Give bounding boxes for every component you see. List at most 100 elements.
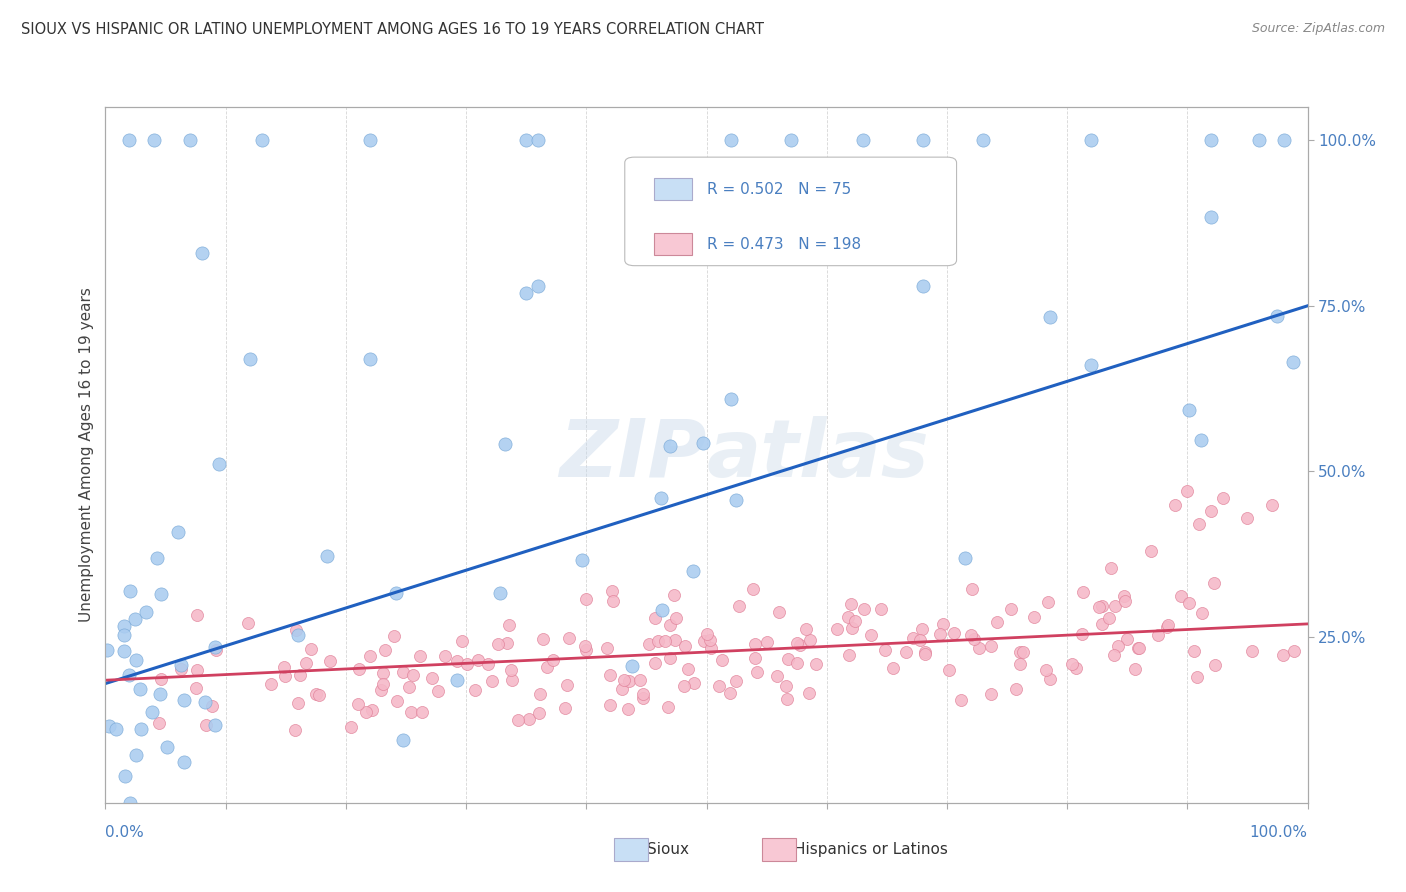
Point: [529, 687, 551, 701]
Text: atlas: atlas: [707, 416, 929, 494]
Point: [1039, 310, 1062, 325]
Point: [1116, 632, 1139, 647]
Point: [986, 615, 1008, 629]
Point: [744, 637, 766, 651]
Point: [112, 644, 135, 658]
Point: [613, 673, 636, 688]
Point: [1073, 585, 1095, 599]
Point: [650, 491, 672, 505]
Text: Source: ZipAtlas.com: Source: ZipAtlas.com: [1251, 22, 1385, 36]
Point: [766, 669, 789, 683]
Point: [340, 720, 363, 734]
Point: [654, 634, 676, 648]
Point: [156, 739, 179, 754]
Point: [665, 611, 688, 625]
Point: [285, 624, 308, 638]
Point: [1164, 498, 1187, 512]
Point: [305, 687, 328, 701]
Text: R = 0.473   N = 198: R = 0.473 N = 198: [707, 236, 860, 252]
Point: [1098, 611, 1121, 625]
Point: [799, 633, 821, 648]
Point: [786, 656, 808, 670]
Point: [385, 694, 408, 708]
FancyBboxPatch shape: [624, 157, 956, 266]
Point: [194, 718, 217, 732]
Point: [287, 628, 309, 642]
Point: [173, 693, 195, 707]
Point: [633, 691, 655, 706]
Point: [148, 716, 170, 731]
Point: [1260, 498, 1282, 512]
Text: ZIP: ZIP: [560, 416, 707, 494]
Point: [651, 603, 673, 617]
Point: [659, 617, 682, 632]
Point: [683, 676, 706, 690]
Point: [1091, 599, 1114, 613]
Point: [105, 722, 128, 736]
Point: [515, 133, 537, 147]
Point: [1240, 644, 1263, 658]
Point: [596, 640, 619, 655]
Point: [494, 437, 516, 451]
Point: [112, 619, 135, 633]
Point: [208, 457, 231, 471]
Point: [1189, 433, 1212, 447]
Point: [186, 663, 208, 677]
Point: [371, 677, 394, 691]
Point: [204, 718, 226, 732]
Point: [1091, 616, 1114, 631]
Point: [288, 667, 311, 681]
Point: [1282, 355, 1305, 369]
Point: [274, 668, 297, 682]
Point: [962, 632, 984, 646]
Point: [693, 633, 716, 648]
Point: [718, 686, 741, 700]
Point: [1157, 618, 1180, 632]
Point: [1005, 682, 1028, 697]
Point: [882, 660, 904, 674]
Point: [1201, 133, 1223, 147]
Point: [602, 594, 624, 608]
Point: [149, 673, 172, 687]
Point: [531, 632, 554, 647]
Point: [621, 659, 644, 673]
Point: [96, 642, 118, 657]
Point: [745, 665, 768, 679]
Point: [789, 638, 811, 652]
Point: [696, 627, 718, 641]
Point: [238, 615, 260, 630]
Point: [943, 626, 966, 640]
Point: [844, 614, 866, 628]
Point: [841, 621, 863, 635]
Point: [477, 657, 499, 672]
Point: [1107, 640, 1129, 654]
Point: [1156, 620, 1178, 634]
Point: [1104, 599, 1126, 613]
Point: [184, 681, 207, 696]
Point: [179, 133, 201, 147]
Point: [450, 634, 472, 648]
Point: [446, 673, 468, 688]
Point: [575, 592, 598, 607]
Point: [962, 582, 984, 596]
Point: [114, 769, 136, 783]
Point: [1177, 596, 1199, 610]
Point: [1114, 594, 1136, 608]
Point: [980, 687, 1002, 701]
Point: [481, 674, 503, 689]
Point: [617, 702, 640, 716]
Point: [779, 133, 801, 147]
Point: [359, 351, 381, 366]
Point: [1066, 661, 1088, 675]
Point: [914, 648, 936, 662]
Point: [194, 695, 217, 709]
Point: [1147, 628, 1170, 642]
Point: [928, 627, 950, 641]
Point: [1062, 657, 1084, 672]
Point: [1087, 600, 1109, 615]
Point: [744, 650, 766, 665]
Point: [859, 627, 882, 641]
Point: [170, 657, 193, 672]
Point: [1185, 670, 1208, 684]
Point: [515, 285, 537, 300]
